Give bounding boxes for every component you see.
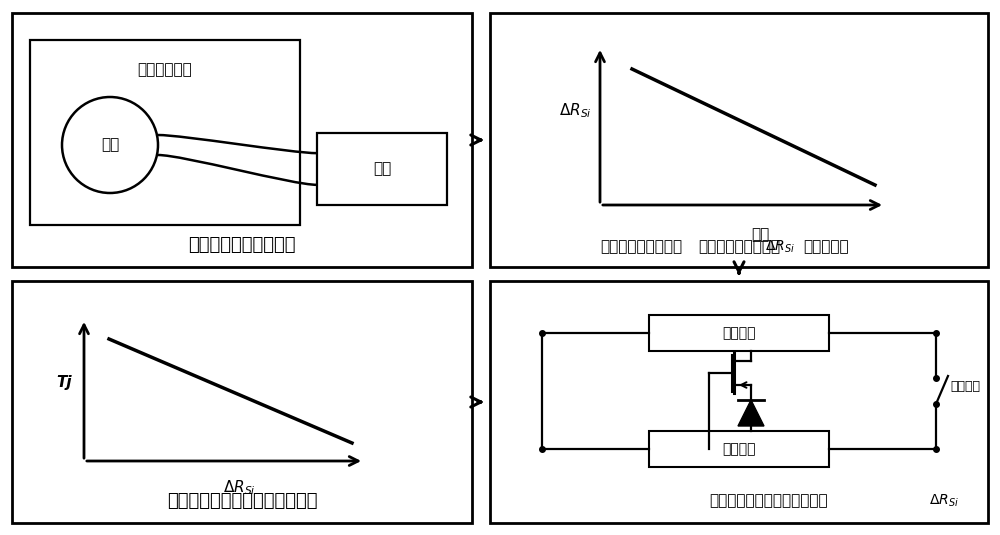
FancyBboxPatch shape xyxy=(490,13,988,267)
Circle shape xyxy=(62,97,158,193)
Text: 外部供热，标定参量: 外部供热，标定参量 xyxy=(698,240,780,255)
Text: $\Delta R_{Si}$: $\Delta R_{Si}$ xyxy=(929,493,959,509)
FancyBboxPatch shape xyxy=(30,40,300,225)
FancyBboxPatch shape xyxy=(490,281,988,523)
FancyBboxPatch shape xyxy=(317,133,447,205)
Text: 测试系统: 测试系统 xyxy=(722,442,756,456)
Text: 工作结温条件下测试电学参量: 工作结温条件下测试电学参量 xyxy=(709,493,828,508)
FancyBboxPatch shape xyxy=(649,431,829,467)
Text: 源表: 源表 xyxy=(373,162,391,177)
FancyBboxPatch shape xyxy=(12,281,472,523)
Text: Tj: Tj xyxy=(56,376,72,391)
Text: 工作电路: 工作电路 xyxy=(722,326,756,340)
Text: 根据温度曲线图，计算器件结温: 根据温度曲线图，计算器件结温 xyxy=(167,492,317,510)
Text: 的温度曲线: 的温度曲线 xyxy=(803,240,849,255)
Text: 器件: 器件 xyxy=(101,137,119,152)
Polygon shape xyxy=(738,400,764,426)
Text: 外部供热，标定参量: 外部供热，标定参量 xyxy=(600,240,682,255)
Text: $\Delta R_{Si}$: $\Delta R_{Si}$ xyxy=(559,101,592,119)
Text: $\Delta R_{Si}$: $\Delta R_{Si}$ xyxy=(765,239,795,255)
Text: 可调变温环境: 可调变温环境 xyxy=(138,62,192,77)
Text: 控制开关: 控制开关 xyxy=(950,380,980,394)
Text: $\Delta R_{Si}$: $\Delta R_{Si}$ xyxy=(223,479,255,498)
FancyBboxPatch shape xyxy=(649,315,829,351)
FancyBboxPatch shape xyxy=(12,13,472,267)
Text: 温度: 温度 xyxy=(751,227,770,242)
Text: 搭建温度曲线标定平台: 搭建温度曲线标定平台 xyxy=(188,236,296,254)
